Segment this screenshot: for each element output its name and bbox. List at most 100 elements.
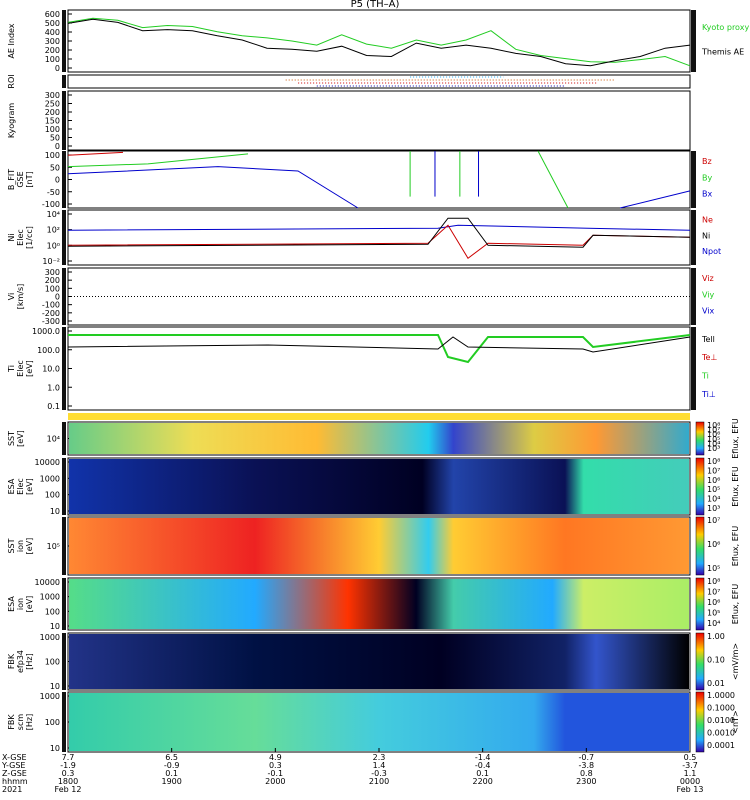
xaxis-value: -0.4 [475,761,491,770]
vi-legend-0: Viz [702,274,714,283]
fbk_e-colorbar [695,632,705,691]
bfit-legend-2: Bx [702,190,712,199]
fbk_b-ylabel: [Hz] [25,714,34,730]
fbk_b-ylabel: FBK [7,714,16,730]
kyoto-ytick: 250 [45,100,60,109]
bfit-bx2 [619,190,691,209]
xaxis-value: -3.7 [682,761,698,770]
fbk_b-ytick: 10 [50,744,60,753]
xaxis-value: 0.5 [684,753,697,762]
vi-legend-2: Vix [702,307,715,316]
ti-left-strip [62,327,66,410]
xaxis-value: 6.5 [165,753,178,762]
bfit-ylabel: B_FIT [7,169,16,190]
xaxis-value: -1.4 [475,753,491,762]
esa_e-ylabel: ESA [7,478,16,494]
ae-legend-0: Kyoto proxy AE [702,23,750,32]
sst_e-left-strip [62,422,66,455]
ni-ytick: 10⁴ [47,210,60,219]
esa_e-cbar-tick: 10⁷ [707,466,720,475]
ae-legend-1: Themis AE [701,48,744,57]
xaxis-value: 2.3 [373,753,386,762]
xaxis-value: 0.1 [165,769,178,778]
ti-legend-2: Ti [701,372,709,381]
fbk_e-ylabel: FBK [7,653,16,669]
xaxis-value: 7.7 [62,753,75,762]
xaxis-row-label: X-GSE [2,753,27,762]
kyoto-ytick: 0 [55,142,60,151]
esa_i-ytick: 1000 [40,593,60,602]
vi-right-strip [691,268,696,325]
vi-ytick: 200 [45,276,60,285]
ae-right-strip [691,10,696,72]
ae-ytick: 100 [45,55,60,64]
roi-left-strip [62,75,66,88]
sst_i-colorbar [695,516,705,576]
xaxis-value: 2200 [472,777,492,786]
sst_i-ytick: 10⁵ [47,542,60,551]
ae-ytick: 600 [45,10,60,19]
ni-ytick: 10⁰ [47,241,60,250]
xaxis-value: 2000 [265,777,285,786]
bfit-bx [67,166,359,209]
esa_i-cbar-tick: 10⁶ [707,598,720,607]
fbk_b-ytick: 1000 [40,692,60,701]
esa_e-heatmap [69,459,689,514]
vi-ytick: 300 [45,268,60,277]
esa_e-ytick: 1000 [40,474,60,483]
esa_i-ytick: 10 [50,622,60,631]
esa_i-cbar-tick: 10⁴ [707,619,720,628]
chart-title: P5 (TH–A) [350,0,400,10]
bfit-ytick: 50 [50,163,60,172]
vi-ytick: -100 [42,301,60,310]
esa_i-cbar-tick: 10⁸ [707,577,720,586]
xaxis-value: 2300 [576,777,596,786]
bfit-legend-1: By [702,173,712,182]
esa_e-ytick: 10000 [35,458,60,467]
ti-ti [68,334,691,364]
fbk_e-cbar-tick: 0.01 [707,679,725,688]
fbk_b-left-strip [62,692,66,752]
esa_e-ytick: 100 [45,491,60,500]
bfit-by2 [537,150,569,209]
vi-legend-1: Viy [702,290,715,299]
separator-bar [68,413,690,420]
esa_i-cbar-tick: 10⁵ [707,609,720,618]
bfit-legend-0: Bz [702,157,712,166]
sst_i-left-strip [62,517,66,575]
fbk_b-ytick: 100 [45,718,60,727]
sst_e-cbar-tick: 10³ [707,444,720,453]
sst_e-colorbar [695,421,705,456]
ae-ylabel: AE Index [7,23,16,58]
sst_e-cbar-label: Eflux, EFU [731,418,740,459]
xaxis-row-label: Y-GSE [1,761,25,770]
ae-ytick: 0 [55,64,60,73]
xaxis-value: 0.1 [476,769,489,778]
fbk_b-heatmap [69,693,689,751]
ae-ytick: 300 [45,37,60,46]
xaxis-value: Feb 12 [55,785,82,794]
vi-ytick: 100 [45,284,60,293]
xaxis-value: Feb 13 [677,785,704,794]
fbk_e-heatmap [69,634,689,689]
ni-left-strip [62,210,66,265]
fbk_e-cbar-tick: 1.00 [707,632,725,641]
fbk_b-cbar-tick: 1.0000 [707,691,735,700]
fbk_b-ylabel: scm [16,714,25,731]
bfit-right-strip [691,151,696,208]
ni-frame [67,209,691,266]
sst_e-cbar-tick: 10⁸ [707,421,720,430]
xaxis-value: 1.1 [684,769,697,778]
bfit-ytick: 0 [55,176,60,185]
xaxis-row-label: 2021 [2,785,22,794]
ti-legend-3: Ti⊥ [701,390,716,399]
sst_e-cbar-tick: 10⁷ [707,426,720,435]
bfit-ytick: -50 [47,188,60,197]
bfit-frame [67,150,691,209]
sst_e-cbar-tick: 10⁴ [707,439,720,448]
xaxis-value: 4.9 [269,753,282,762]
vi-left-strip [62,268,66,325]
roi-frame [67,74,691,89]
ti-ytick: 1.0 [47,383,60,392]
ti-ylabel: Ti [7,365,16,373]
